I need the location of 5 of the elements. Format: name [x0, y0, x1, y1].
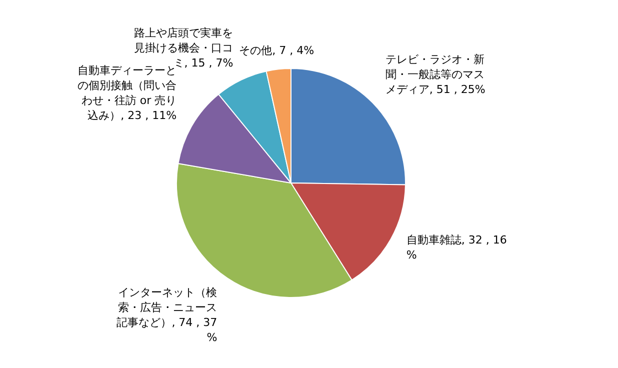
slice-label: 自動車ディーラーとの個別接触（問い合わせ・往訪 or 売り込み）, 23 , 11% [78, 64, 177, 122]
slice-label: インターネット（検索・広告・ニュース記事など）, 74 , 37% [116, 286, 218, 344]
slice-label: テレビ・ラジオ・新聞・一般誌等のマスメディア, 51 , 25% [385, 52, 486, 96]
slice-label: その他, 7 , 4% [239, 44, 314, 58]
slice-label: 自動車雑誌, 32 , 16% [406, 233, 507, 262]
